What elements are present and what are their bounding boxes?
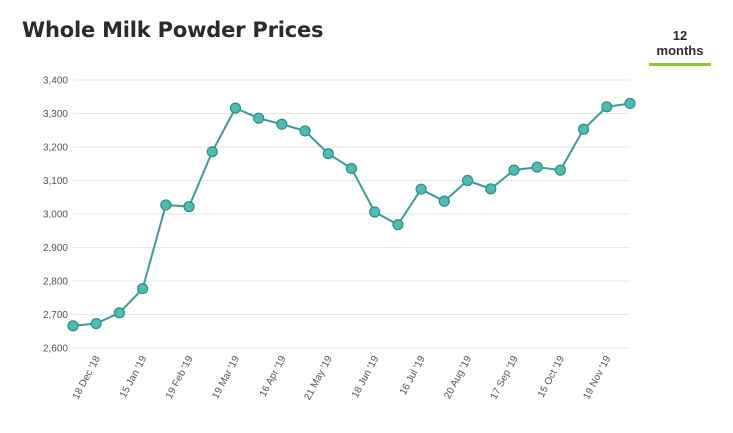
x-tick-label: 18 Dec '18	[71, 354, 103, 401]
data-point[interactable]	[601, 101, 613, 113]
data-point[interactable]	[229, 102, 242, 114]
x-tick-label: 21 May '19	[302, 354, 335, 402]
x-tick-label: 19 Nov '19	[581, 354, 613, 401]
x-tick-label: 17 Sep '19	[489, 354, 521, 401]
y-tick-label: 2,900	[43, 243, 68, 254]
data-point[interactable]	[624, 97, 636, 110]
data-point[interactable]	[113, 307, 126, 319]
tab-12-months[interactable]: 12 months	[649, 28, 711, 66]
x-tick-label: 16 Jul '19	[398, 354, 428, 397]
data-point[interactable]	[253, 112, 265, 124]
x-tick-label: 15 Jan '19	[118, 354, 149, 400]
y-tick-label: 2,800	[43, 277, 68, 288]
data-point[interactable]	[206, 146, 218, 158]
y-tick-label: 3,100	[43, 176, 68, 187]
x-tick-label: 19 Feb '19	[164, 354, 196, 401]
data-point[interactable]	[322, 148, 334, 160]
data-point[interactable]	[508, 164, 520, 176]
data-point[interactable]	[485, 183, 497, 195]
data-point[interactable]	[299, 125, 311, 137]
x-tick-label: 19 Mar '19	[210, 354, 242, 401]
x-tick-label: 18 Jun '19	[350, 354, 381, 400]
y-tick-label: 2,600	[43, 344, 68, 355]
data-point[interactable]	[67, 320, 79, 332]
y-tick-label: 3,300	[43, 109, 68, 120]
data-point[interactable]	[276, 118, 288, 130]
data-point[interactable]	[415, 183, 427, 195]
series-line	[72, 102, 631, 327]
data-point[interactable]	[392, 219, 404, 231]
data-point[interactable]	[461, 174, 474, 187]
data-point[interactable]	[137, 283, 149, 295]
y-axis: 2,600 2,700 2,800 2,900 3,000 3,100 3,200 3,300…	[43, 76, 68, 355]
data-point[interactable]	[438, 195, 450, 207]
data-point[interactable]	[183, 201, 195, 213]
data-point[interactable]	[554, 164, 566, 176]
y-tick-label: 2,700	[43, 310, 68, 321]
y-tick-label: 3,400	[43, 76, 68, 87]
chart-title: Whole Milk Powder Prices	[22, 18, 324, 42]
data-point[interactable]	[90, 317, 102, 330]
data-point[interactable]	[577, 123, 590, 135]
grid-lines	[73, 79, 630, 349]
data-point[interactable]	[160, 199, 172, 211]
series-points	[67, 97, 636, 332]
x-axis: 18 Dec '18 15 Jan '19 19 Feb '19 19 Mar '19…	[71, 354, 614, 402]
y-tick-label: 3,200	[43, 143, 68, 154]
x-tick-label: 15 Oct '19	[536, 354, 567, 400]
x-tick-label: 16 Apr '19	[258, 354, 289, 399]
x-tick-label: 20 Aug '19	[442, 354, 474, 401]
series-line-path	[72, 102, 631, 327]
y-tick-label: 3,000	[43, 210, 68, 221]
data-point[interactable]	[345, 162, 358, 175]
data-point[interactable]	[531, 161, 543, 173]
data-point[interactable]	[369, 206, 381, 218]
